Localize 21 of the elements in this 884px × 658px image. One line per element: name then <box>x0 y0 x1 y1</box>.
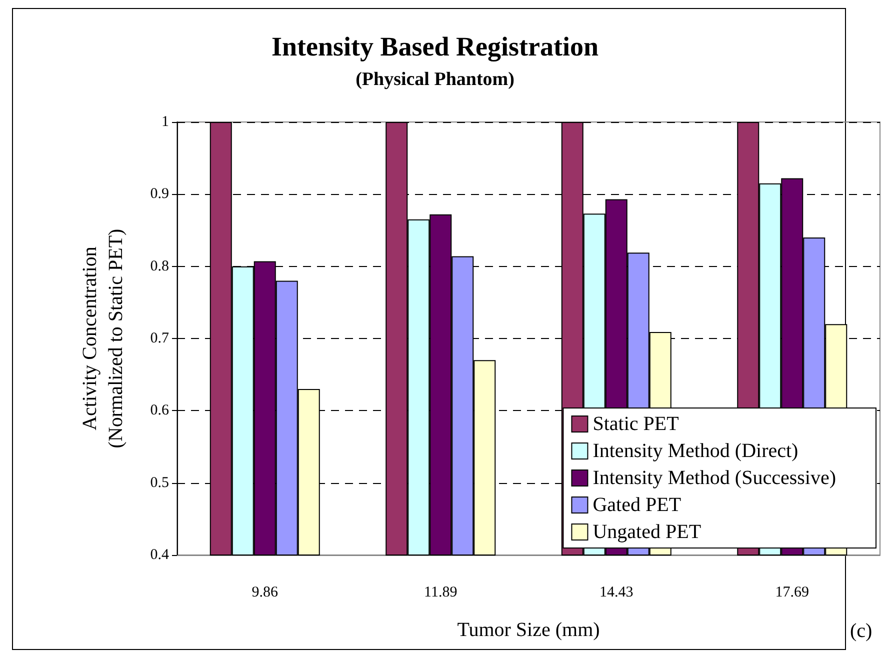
y-tick-label: 0.6 <box>150 402 170 419</box>
y-tick-label: 0.4 <box>150 547 170 563</box>
x-tick-label: 9.86 <box>252 584 278 600</box>
text: (c) <box>850 620 872 643</box>
y-tick-label: 0.8 <box>150 258 169 274</box>
x-tick-label: 14.43 <box>600 584 634 600</box>
legend-label: Intensity Method (Successive) <box>592 467 836 489</box>
x-axis-title: Tumor Size (mm) <box>457 619 600 641</box>
y-tick-label: 1 <box>162 114 169 130</box>
x-tick-label: 17.69 <box>775 584 809 600</box>
legend-label: Static PET <box>592 413 679 435</box>
legend-label: Ungated PET <box>592 521 702 543</box>
chart-title: Intensity Based Registration <box>271 32 599 62</box>
y-tick-label: 0.5 <box>150 474 169 491</box>
x-tick-label: 11.89 <box>424 584 458 600</box>
legend-label: Intensity Method (Direct) <box>592 440 798 462</box>
y-tick-label: 0.7 <box>150 330 170 346</box>
legend-label: Gated PET <box>592 494 682 516</box>
y-tick-label: 0.9 <box>150 186 169 202</box>
chart-subtitle: (Physical Phantom) <box>356 69 514 90</box>
y-axis-title: Activity Concentration (Normalized to Static PET) <box>79 228 127 448</box>
